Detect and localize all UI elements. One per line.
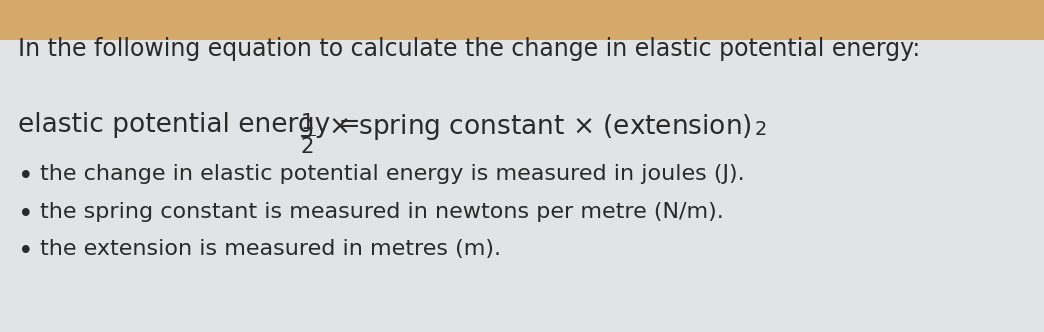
Text: the extension is measured in metres (m).: the extension is measured in metres (m).	[40, 239, 501, 259]
Bar	[0, 40, 1044, 332]
Text: $\times$ spring constant $\times$ (extension): $\times$ spring constant $\times$ (exten…	[328, 112, 752, 142]
Text: 2: 2	[755, 120, 767, 139]
Text: •: •	[18, 164, 33, 190]
Text: the change in elastic potential energy is measured in joules (J).: the change in elastic potential energy i…	[40, 164, 744, 184]
Text: elastic potential energy =: elastic potential energy =	[18, 112, 369, 138]
Text: •: •	[18, 239, 33, 265]
Text: In the following equation to calculate the change in elastic potential energy:: In the following equation to calculate t…	[18, 37, 920, 61]
Text: the spring constant is measured in newtons per metre (N/m).: the spring constant is measured in newto…	[40, 202, 723, 222]
Text: $\frac{1}{2}$: $\frac{1}{2}$	[300, 112, 315, 157]
Bar	[0, 0, 1044, 40]
Text: •: •	[18, 202, 33, 228]
